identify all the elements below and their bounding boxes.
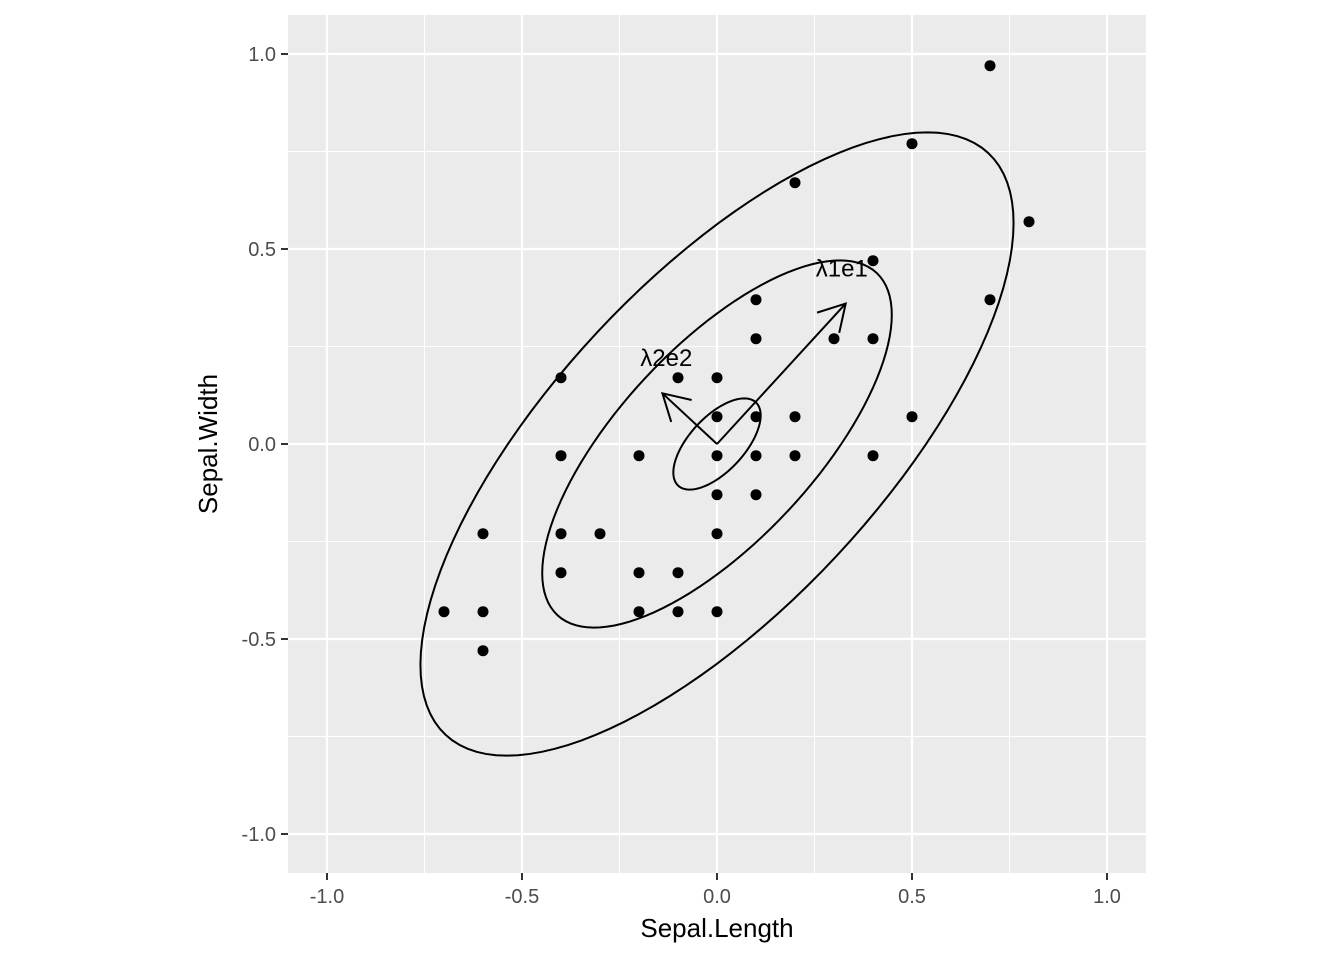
data-point [867, 333, 879, 345]
x-tick-label: -0.5 [505, 886, 539, 908]
data-point [477, 645, 489, 657]
confidence-ellipse-1 [672, 397, 762, 491]
data-point [555, 450, 567, 462]
data-point [633, 567, 645, 579]
y-tick-label: 0.5 [248, 239, 276, 261]
data-point [477, 606, 489, 618]
vector-label: λ2e2 [640, 345, 692, 372]
vector-layer: λ1e1 λ2e2 [640, 256, 868, 445]
vector-arrowhead [660, 391, 692, 423]
points-layer [438, 60, 1035, 657]
y-axis-title: Sepal.Width [193, 374, 223, 514]
x-axis-title: Sepal.Length [640, 913, 793, 943]
data-point [711, 450, 723, 462]
data-point [750, 294, 762, 306]
data-point [906, 411, 918, 423]
data-point [984, 294, 996, 306]
eigen-vector-2: λ2e2 [640, 345, 718, 445]
data-point [711, 528, 723, 540]
y-axis: -1.0 -0.5 0.0 0.5 1.0 [242, 44, 288, 846]
data-point [633, 606, 645, 618]
data-point [789, 450, 801, 462]
data-point [672, 372, 684, 384]
data-point [867, 255, 879, 267]
y-tick-label: 1.0 [248, 44, 276, 66]
data-point [711, 372, 723, 384]
y-tick-label: 0.0 [248, 434, 276, 456]
data-point [555, 372, 567, 384]
y-tick-label: -1.0 [242, 824, 276, 846]
data-point [789, 177, 801, 189]
data-point [750, 333, 762, 345]
data-point [477, 528, 489, 540]
data-point [633, 450, 645, 462]
ellipse-layer [419, 131, 1015, 757]
data-point [750, 489, 762, 501]
data-point [711, 489, 723, 501]
x-tick-label: 0.5 [898, 886, 926, 908]
data-point [555, 567, 567, 579]
data-point [672, 606, 684, 618]
x-tick-label: 0.0 [703, 886, 731, 908]
data-point [1023, 216, 1035, 228]
eigen-vector-1: λ1e1 [716, 256, 868, 445]
data-point [594, 528, 606, 540]
data-point [906, 138, 918, 150]
data-point [984, 60, 996, 72]
confidence-ellipse-3 [419, 131, 1015, 757]
y-tick-label: -0.5 [242, 629, 276, 651]
data-point [555, 528, 567, 540]
x-axis: -1.0 -0.5 0.0 0.5 1.0 [310, 873, 1121, 908]
data-point [867, 450, 879, 462]
data-point [711, 606, 723, 618]
vector-label: λ1e1 [816, 256, 868, 283]
vector-shaft [716, 302, 847, 445]
data-point [672, 567, 684, 579]
data-point [438, 606, 450, 618]
confidence-ellipse-2 [541, 259, 893, 629]
data-point [711, 411, 723, 423]
data-point [828, 333, 840, 345]
data-point [750, 450, 762, 462]
vector-arrowhead [816, 302, 848, 334]
x-tick-label: 1.0 [1093, 886, 1121, 908]
vector-shaft [661, 392, 718, 445]
data-point [750, 411, 762, 423]
x-tick-label: -1.0 [310, 886, 344, 908]
data-point [789, 411, 801, 423]
